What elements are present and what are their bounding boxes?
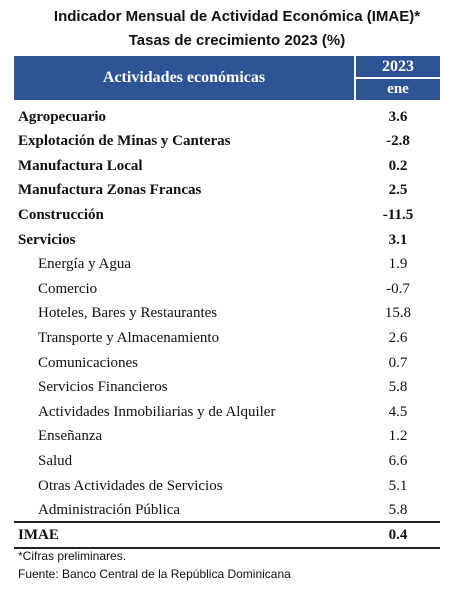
source: Fuente: Banco Central de la República Do… — [18, 567, 291, 581]
total-rule-top — [14, 521, 440, 523]
row-value: 5.8 — [388, 502, 408, 519]
row-value: 5.8 — [388, 379, 408, 396]
row-value: 5.1 — [388, 477, 408, 494]
row-value: 2.6 — [388, 329, 408, 346]
sub-row-label: Enseñanza — [38, 428, 103, 445]
total-rule-bottom — [14, 547, 440, 549]
row-label: Manufactura Local — [18, 157, 143, 174]
row-value: 0.2 — [388, 157, 408, 174]
row-label: Manufactura Zonas Francas — [18, 182, 202, 199]
row-value: 0.7 — [388, 354, 408, 371]
header-year: 2023 — [356, 56, 440, 77]
row-value: 3.6 — [388, 108, 408, 125]
row-value: -0.7 — [386, 280, 410, 297]
sub-row-label: Otras Actividades de Servicios — [38, 477, 223, 494]
sub-row-label: Salud — [38, 452, 73, 469]
row-value: 0.4 — [388, 526, 408, 543]
sub-row-label: Administración Pública — [38, 502, 181, 519]
row-label: IMAE — [18, 526, 59, 543]
header-label: Actividades económicas — [14, 56, 354, 100]
row-value: 4.5 — [388, 403, 408, 420]
row-label: Construcción — [18, 206, 104, 223]
row-value: 2.5 — [388, 182, 408, 199]
note: *Cifras preliminares. — [18, 549, 127, 563]
subtitle: Tasas de crecimiento 2023 (%) — [128, 32, 346, 49]
sub-row-label: Hoteles, Bares y Restaurantes — [38, 305, 218, 322]
sub-row-label: Comercio — [38, 280, 98, 297]
row-value: -11.5 — [382, 206, 414, 223]
title: Indicador Mensual de Actividad Económica… — [53, 8, 421, 25]
row-value: 1.2 — [388, 428, 408, 445]
row-value: -2.8 — [386, 133, 410, 150]
row-label: Agropecuario — [18, 108, 107, 125]
sub-row-label: Energía y Agua — [38, 256, 132, 273]
row-value: 6.6 — [388, 452, 408, 469]
row-value: 1.9 — [388, 256, 408, 273]
sub-row-label: Transporte y Almacenamiento — [38, 329, 220, 346]
sub-row-label: Actividades Inmobiliarias y de Alquiler — [38, 403, 276, 420]
row-label: Explotación de Minas y Canteras — [18, 133, 231, 150]
row-value: 3.1 — [388, 231, 408, 248]
sub-row-label: Comunicaciones — [38, 354, 138, 371]
row-value: 15.8 — [384, 305, 412, 322]
row-label: Servicios — [18, 231, 76, 248]
header-month: ene — [356, 79, 440, 100]
sub-row-label: Servicios Financieros — [38, 379, 168, 396]
